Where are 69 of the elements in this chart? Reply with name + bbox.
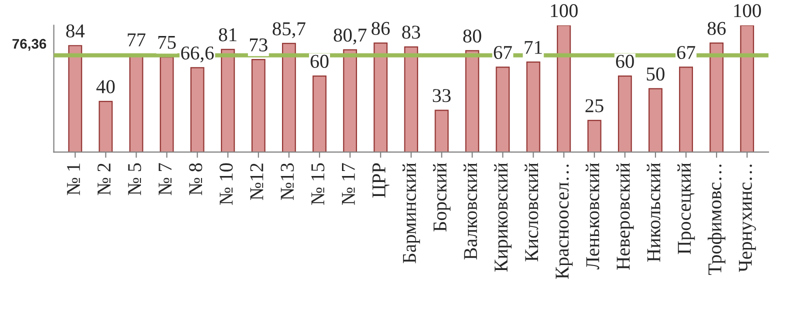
x-tick-label: № 2 [98, 164, 110, 196]
bar [160, 56, 174, 152]
data-label: 25 [586, 99, 604, 112]
bar [556, 25, 571, 152]
x-tick-label: Борский [433, 162, 450, 232]
bar [740, 25, 754, 152]
ref-line-label: 76,36 [12, 38, 46, 51]
x-tick-label: Никольский [646, 162, 660, 262]
x-tick-label: Неверовский [616, 162, 634, 270]
data-label: 84 [66, 24, 85, 38]
data-label: 60 [616, 54, 634, 68]
data-label: 100 [734, 4, 761, 18]
bar [710, 42, 724, 152]
x-tick-label: № 10 [220, 163, 233, 205]
x-tick-label: Трофимовс… [708, 164, 726, 275]
data-label: 77 [128, 33, 146, 46]
data-label: 86 [708, 22, 726, 35]
x-tick-label: Просецкий [677, 162, 695, 254]
x-tick-label: № 7 [158, 163, 172, 196]
x-tick-label: Красноосел… [556, 164, 573, 279]
data-label: 71 [524, 40, 542, 54]
x-tick-label: Чернухинс… [738, 164, 756, 272]
data-label: 66,6 [181, 46, 214, 62]
data-label: 83 [402, 26, 420, 39]
bar [526, 62, 540, 152]
data-label: 100 [550, 4, 578, 18]
bar [343, 49, 358, 152]
bar [496, 66, 510, 152]
x-tick-label: Валковский [464, 162, 478, 260]
x-tick-label: Кириковский [494, 162, 512, 272]
data-label: 60 [310, 54, 328, 68]
x-tick-label: ЦРР [372, 163, 390, 198]
bar [618, 75, 632, 152]
x-tick-label: Леньковский [586, 162, 600, 270]
data-label: 81 [218, 28, 236, 42]
data-label: 67 [677, 46, 696, 60]
bar [312, 75, 326, 152]
x-tick-label: № 17 [342, 163, 355, 205]
x-tick-label: №13 [280, 163, 294, 200]
data-label: 50 [646, 67, 664, 81]
data-label: 86 [372, 22, 390, 35]
x-tick-label: № 1 [67, 164, 80, 196]
data-label: 73 [250, 38, 268, 52]
data-label: 80,7 [334, 28, 367, 44]
bar [404, 46, 418, 152]
x-tick-label: Барминский [402, 162, 420, 264]
x-tick-label: №12 [250, 164, 264, 200]
bar [220, 48, 235, 152]
x-tick-label: № 5 [128, 163, 142, 196]
data-label: 40 [96, 80, 115, 94]
bar [68, 45, 82, 152]
bar [98, 100, 113, 152]
data-label: 67 [494, 46, 512, 60]
bar [282, 42, 296, 152]
bar [374, 42, 388, 152]
bar [679, 66, 693, 152]
data-label: 33 [432, 89, 451, 102]
x-tick-label: № 15 [311, 163, 324, 205]
data-label: 85,7 [272, 22, 306, 38]
bar [251, 59, 266, 152]
bar [648, 88, 662, 152]
x-tick-label: № 8 [189, 163, 202, 196]
bar [434, 110, 449, 152]
bar [465, 50, 480, 152]
bar [587, 120, 602, 152]
x-tick-label: Кисловский [524, 162, 538, 262]
data-label: 75 [158, 36, 176, 49]
bar [190, 67, 204, 152]
data-label: 80 [463, 29, 482, 43]
